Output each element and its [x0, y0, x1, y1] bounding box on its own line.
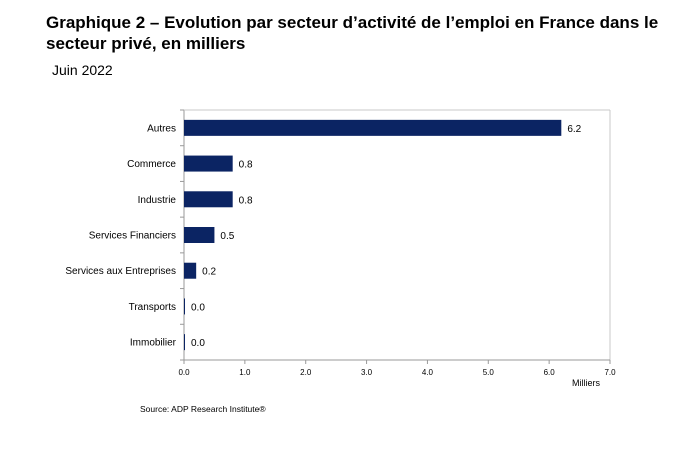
data-labels: 6.2 0.8 0.8 0.5 0.2 0.0 0.0	[191, 124, 582, 349]
category-label: Industrie	[138, 195, 177, 206]
x-tick-label: 4.0	[422, 368, 434, 377]
chart-title: Graphique 2 – Evolution par secteur d’ac…	[46, 13, 659, 53]
x-tick-label: 3.0	[361, 368, 373, 377]
x-axis-ticks: 0.0 1.0 2.0 3.0 4.0 5.0 6.0 7.0	[178, 360, 616, 377]
x-tick-label: 1.0	[239, 368, 251, 377]
category-label: Transports	[129, 302, 176, 313]
x-axis-title: Milliers	[572, 378, 600, 388]
x-tick-label: 5.0	[483, 368, 495, 377]
source-note: Source: ADP Research Institute®	[140, 404, 266, 414]
category-label: Immobilier	[130, 338, 177, 349]
data-label: 0.8	[239, 195, 253, 206]
bar	[184, 155, 233, 172]
bar	[184, 298, 185, 315]
data-label: 6.2	[567, 124, 581, 135]
bar	[184, 191, 233, 208]
category-labels: Autres Commerce Industrie Services Financie…	[65, 123, 176, 348]
bars-group	[184, 119, 562, 351]
category-label: Services aux Entreprises	[65, 266, 176, 277]
data-label: 0.0	[191, 302, 205, 313]
x-tick-label: 6.0	[544, 368, 556, 377]
bar	[184, 227, 215, 243]
data-label: 0.0	[191, 338, 205, 349]
bar	[184, 119, 562, 136]
data-label: 0.5	[220, 231, 234, 242]
data-label: 0.2	[202, 267, 216, 278]
bar	[184, 334, 185, 351]
plot-frame	[180, 109, 611, 361]
category-label: Services Financiers	[89, 231, 176, 242]
bar	[184, 262, 197, 279]
data-label: 0.8	[239, 160, 253, 171]
x-tick-label: 0.0	[178, 368, 190, 377]
chart-subtitle: Juin 2022	[52, 62, 113, 78]
x-tick-label: 2.0	[300, 368, 312, 377]
category-label: Autres	[147, 123, 176, 134]
category-label: Commerce	[127, 159, 176, 170]
x-tick-label: 7.0	[604, 368, 616, 377]
